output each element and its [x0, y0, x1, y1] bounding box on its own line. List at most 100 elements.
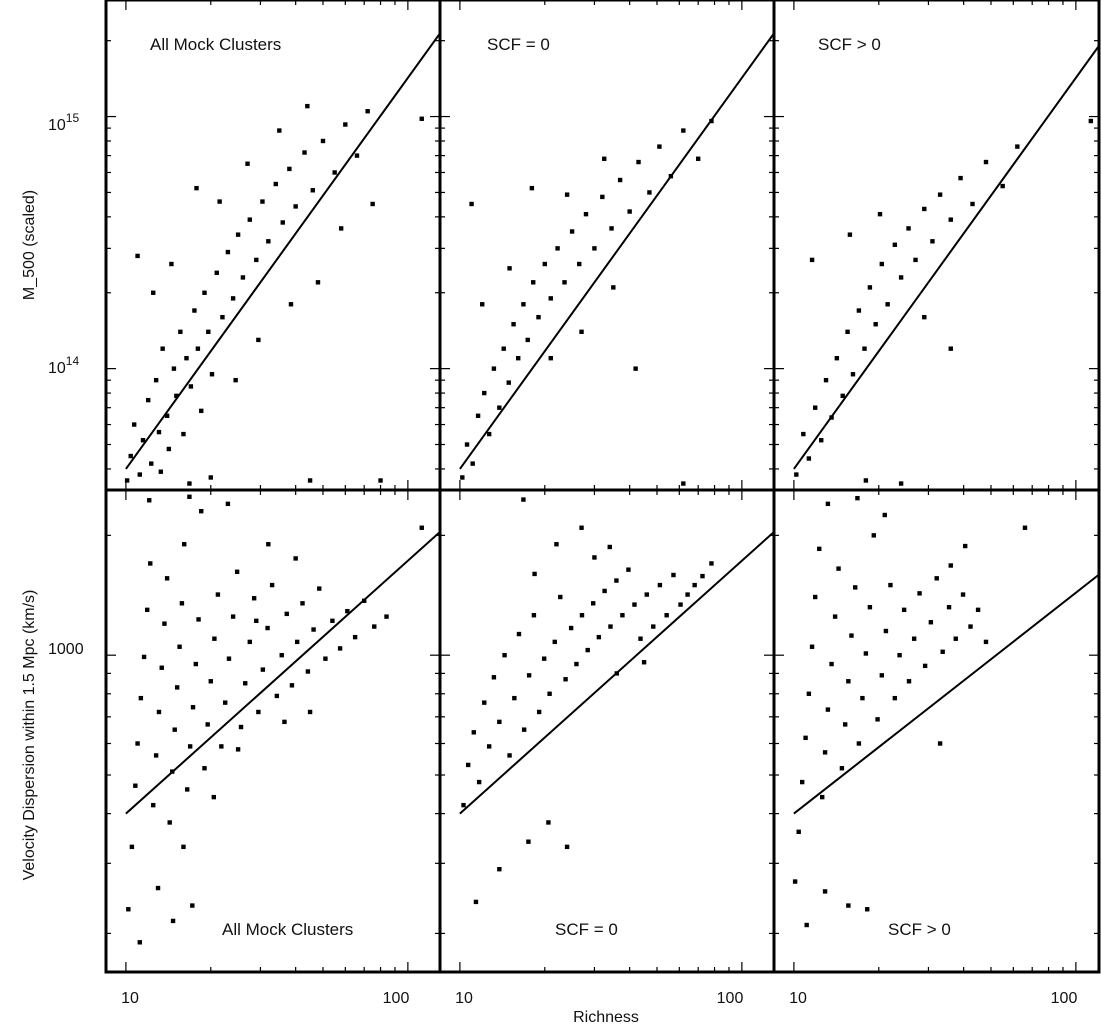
x-tick-label-10-col1: 10 — [121, 990, 139, 1007]
data-point — [806, 456, 812, 461]
data-point — [970, 201, 975, 207]
fit-line-vel-scf0 — [459, 531, 773, 815]
data-point — [911, 636, 917, 641]
data-point — [184, 355, 189, 361]
data-point — [502, 652, 507, 658]
data-point — [497, 405, 502, 410]
data-point — [172, 727, 177, 732]
data-point — [700, 573, 705, 579]
data-point — [274, 693, 280, 699]
data-point — [636, 159, 641, 165]
data-point — [536, 314, 541, 320]
data-point — [245, 161, 250, 166]
data-point — [968, 624, 973, 629]
data-point — [167, 820, 172, 825]
data-point — [554, 542, 559, 547]
data-point — [863, 478, 869, 483]
data-point — [460, 475, 465, 480]
data-point — [151, 802, 156, 808]
data-point — [975, 607, 981, 613]
data-point — [632, 602, 637, 607]
panel-mass-all-frame — [104, 0, 442, 492]
data-point — [305, 669, 311, 674]
data-point — [195, 346, 201, 351]
data-point — [133, 783, 138, 788]
data-point — [305, 103, 310, 109]
data-point — [583, 211, 589, 217]
data-point — [378, 478, 383, 483]
data-point — [541, 656, 547, 661]
data-point — [842, 722, 848, 727]
data-point — [906, 679, 912, 684]
data-point — [289, 683, 295, 688]
data-point — [906, 226, 911, 231]
points-vel-all — [126, 494, 424, 945]
data-point — [620, 613, 625, 618]
data-point — [709, 561, 714, 566]
data-point — [638, 636, 643, 641]
data-point — [531, 613, 537, 618]
data-point — [476, 779, 482, 785]
x-tick-label-100-col1: 100 — [383, 990, 410, 1007]
data-point — [315, 280, 321, 285]
data-point — [865, 907, 870, 912]
data-point — [877, 211, 883, 217]
data-point — [287, 166, 292, 172]
data-point — [158, 469, 164, 474]
data-point — [1000, 183, 1005, 189]
data-point — [922, 663, 928, 669]
data-point — [555, 246, 560, 251]
data-point — [126, 907, 131, 912]
data-point — [671, 572, 676, 578]
data-point — [338, 226, 344, 231]
data-point — [129, 844, 135, 850]
data-point — [273, 181, 278, 187]
panel-mass-scf0: SCF = 0 — [438, 0, 776, 492]
data-point — [226, 656, 232, 661]
data-point — [930, 239, 935, 244]
data-point — [243, 681, 248, 686]
data-point — [300, 601, 305, 606]
data-point — [801, 431, 806, 437]
data-point — [182, 542, 187, 547]
data-point — [940, 649, 945, 654]
data-point — [235, 747, 241, 752]
data-point — [819, 438, 824, 443]
data-point — [585, 647, 590, 653]
data-point — [208, 679, 213, 684]
data-point — [608, 624, 613, 629]
y-tick-label-1000: 1000 — [48, 641, 84, 658]
data-point — [521, 497, 526, 502]
data-point — [962, 543, 968, 549]
data-point — [803, 735, 808, 741]
panel-vel-all-frame — [104, 488, 442, 974]
data-point — [260, 667, 266, 672]
data-point — [354, 153, 360, 158]
data-point — [149, 461, 154, 466]
panel-vel-scf0-frame — [438, 488, 776, 974]
data-point — [507, 753, 512, 758]
data-point — [166, 446, 172, 452]
data-point — [365, 109, 370, 114]
data-point — [288, 302, 294, 307]
data-point — [960, 592, 966, 597]
data-point — [879, 673, 885, 678]
x-tick-label-100-col2: 100 — [717, 990, 744, 1007]
data-point — [223, 700, 228, 705]
data-point — [641, 660, 647, 665]
data-point — [948, 563, 953, 568]
data-point — [148, 561, 153, 566]
y-tick-label-1e15-base: 10 — [48, 117, 66, 134]
data-point — [958, 175, 963, 181]
data-point — [384, 614, 389, 619]
data-point — [187, 494, 192, 499]
data-point — [471, 730, 476, 735]
data-point — [211, 794, 217, 800]
data-point — [627, 209, 632, 214]
data-point — [230, 296, 236, 301]
data-point — [256, 709, 261, 715]
panel-vel-scf0: SCF = 0 — [438, 488, 776, 974]
data-point — [486, 744, 492, 749]
data-point — [946, 604, 952, 610]
